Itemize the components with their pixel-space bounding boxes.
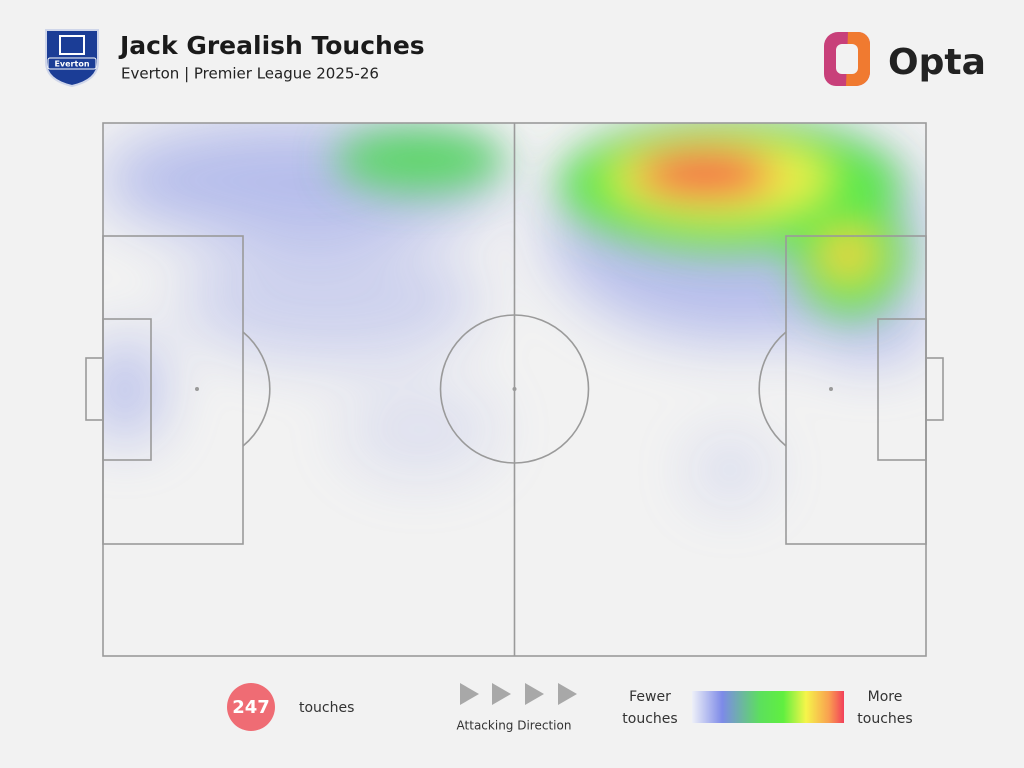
legend-high: More [868,689,903,705]
legend-scale [692,691,844,723]
title: Jack Grealish Touches [118,31,425,60]
pitch [85,122,944,657]
heatmap [103,123,926,505]
legend-high: touches [857,711,912,727]
legend-low: Fewer [629,689,671,705]
brand-name: Opta [888,42,986,83]
count: 247 [232,697,270,718]
count-label: touches [299,700,354,716]
direction-label: Attacking Direction [457,719,572,733]
brand-logo: Opta [824,32,986,86]
crest-text: Everton [54,60,89,69]
count-badge [227,683,275,731]
subtitle: Everton | Premier League 2025-26 [121,65,379,83]
crest: Everton [45,29,99,88]
direction-arrows [460,683,577,705]
legend-low: touches [622,711,677,727]
